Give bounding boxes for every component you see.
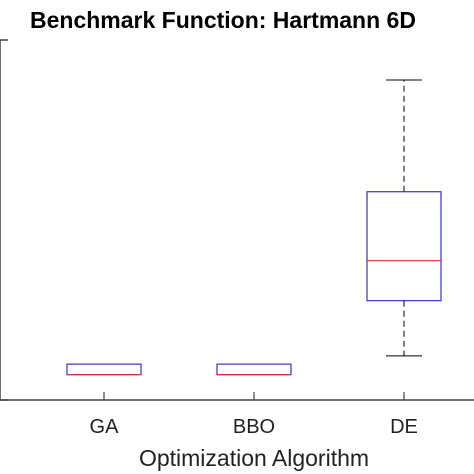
x-ticks-group: GA BBO DE (90, 392, 418, 438)
chart-title: Benchmark Function: Hartmann 6D (30, 7, 416, 33)
boxes-group (66, 79, 442, 376)
box-ga (66, 363, 142, 376)
box-rect-de (366, 191, 442, 302)
box-rect-bbo (216, 363, 292, 376)
box-de (366, 79, 442, 357)
x-axis-label: Optimization Algorithm (139, 445, 369, 471)
box-rect-ga (66, 363, 142, 376)
plot-area (0, 39, 474, 401)
x-tick-label-ga: GA (90, 416, 120, 438)
x-tick-label-bbo: BBO (233, 416, 275, 438)
x-tick-label-de: DE (390, 416, 418, 438)
box-bbo (216, 363, 292, 376)
